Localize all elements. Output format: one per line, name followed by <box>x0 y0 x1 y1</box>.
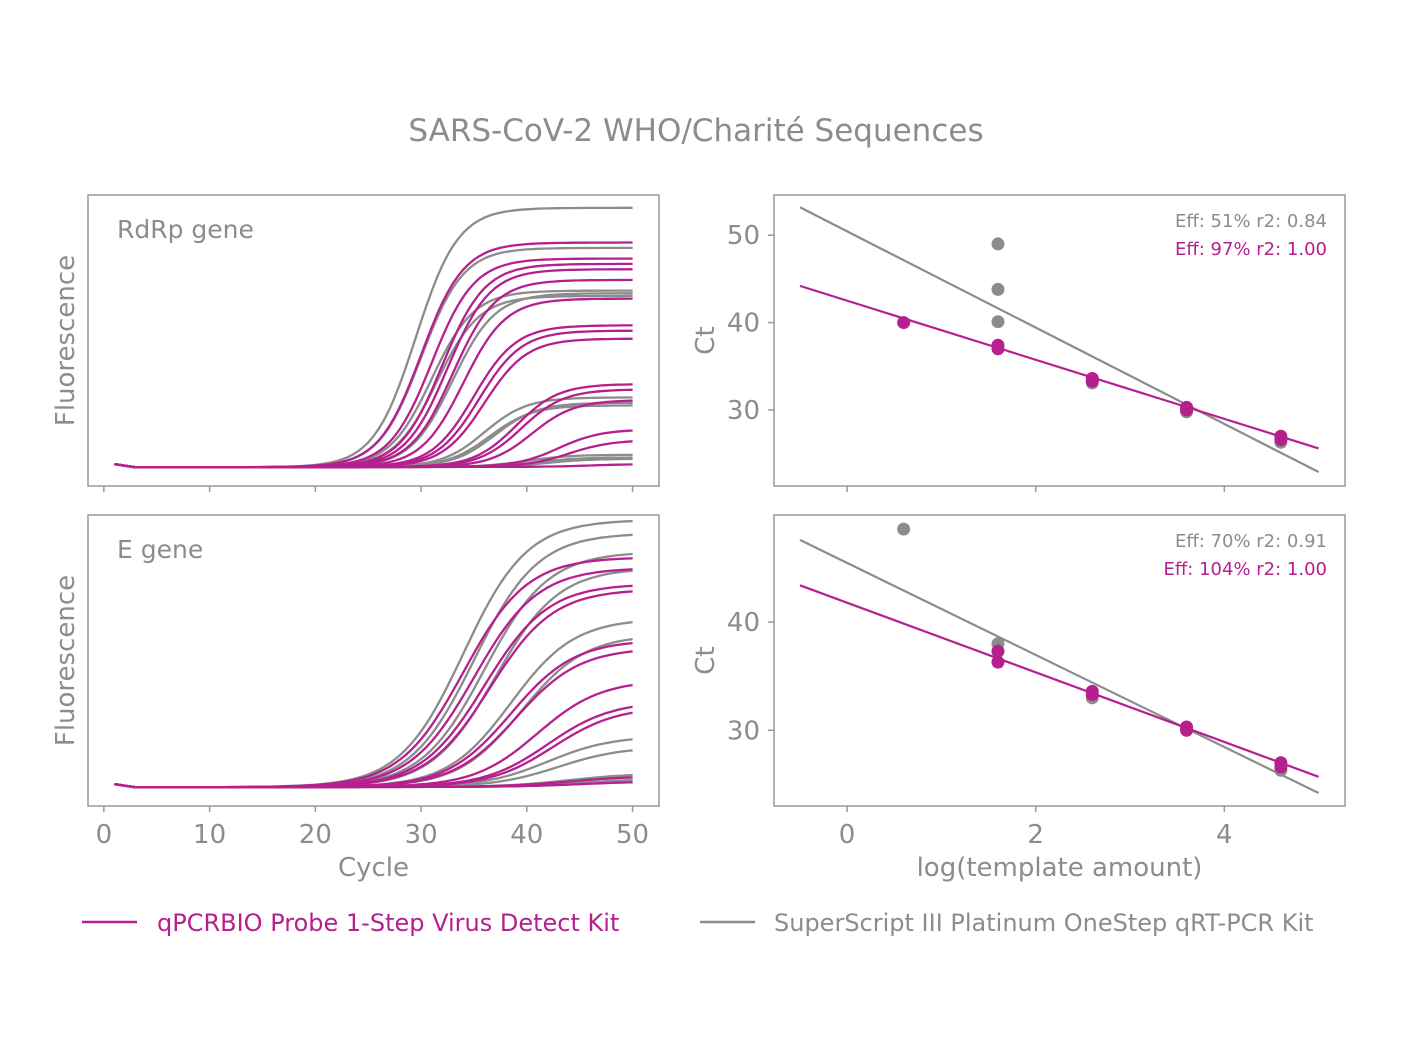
amplification-curve-qpcrbio <box>114 278 633 469</box>
data-point-qpcrbio <box>1180 723 1194 737</box>
amplification-curve-qpcrbio <box>114 297 633 469</box>
legend: qPCRBIO Probe 1-Step Virus Detect Kit Su… <box>82 909 1314 937</box>
panel-frame <box>773 194 1346 487</box>
panel-frame <box>87 194 660 487</box>
plot-area <box>799 522 1320 795</box>
panel-frame <box>773 514 1346 807</box>
e-gene-amplification-panel: 0 10 20 30 40 50 Cycle Fluorescence E gene <box>51 514 660 883</box>
data-point-qpcrbio <box>897 316 911 330</box>
amplification-curve-superscript <box>114 620 633 789</box>
data-point-superscript <box>991 282 1005 296</box>
rdrp-standard-curve-panel: 30 40 50 Ct Eff: 51% r2: 0.84 Eff: 97% r2: 1.… <box>691 194 1346 492</box>
data-point-qpcrbio <box>1180 403 1194 417</box>
efficiency-annotation-superscript: Eff: 70% r2: 0.91 <box>1175 531 1327 552</box>
data-point-qpcrbio <box>1274 433 1288 447</box>
y-tick-label: 50 <box>727 221 760 251</box>
plot-area <box>799 206 1320 473</box>
y-axis-label: Fluorescence <box>51 575 81 746</box>
y-axis-label: Fluorescence <box>51 255 81 426</box>
panel-label: RdRp gene <box>117 215 254 244</box>
amplification-curve-qpcrbio <box>114 462 633 469</box>
amplification-curve-qpcrbio <box>114 781 633 789</box>
amplification-curve-qpcrbio <box>114 641 633 789</box>
panel-label: E gene <box>117 535 203 564</box>
data-point-qpcrbio <box>1085 688 1099 702</box>
fit-line-qpcrbio <box>799 284 1319 450</box>
amplification-curve-superscript <box>114 206 633 469</box>
amplification-curve-superscript <box>114 637 633 789</box>
amplification-curve-qpcrbio <box>114 568 633 789</box>
panel-frame <box>87 514 660 807</box>
data-point-qpcrbio <box>991 655 1005 669</box>
x-tick-label: 4 <box>1216 820 1233 850</box>
x-tick-label: 0 <box>96 820 113 850</box>
y-axis-label: Ct <box>691 326 721 354</box>
amplification-curve-qpcrbio <box>114 584 633 789</box>
fit-line-superscript <box>799 206 1320 473</box>
x-axis-label: Cycle <box>338 853 409 883</box>
amplification-curve-superscript <box>114 533 633 789</box>
figure-title: SARS-CoV-2 WHO/Charité Sequences <box>408 113 983 149</box>
y-axis-label: Ct <box>691 646 721 674</box>
y-tick-label: 40 <box>727 309 760 339</box>
x-tick-label: 2 <box>1027 820 1044 850</box>
data-point-superscript <box>991 315 1005 329</box>
legend-label-qpcrbio: qPCRBIO Probe 1-Step Virus Detect Kit <box>157 909 619 937</box>
fit-line-superscript <box>799 538 1320 795</box>
amplification-curve-superscript <box>114 289 633 469</box>
fit-line-qpcrbio <box>799 584 1319 778</box>
x-tick-label: 40 <box>510 820 543 850</box>
efficiency-annotation-qpcrbio: Eff: 104% r2: 1.00 <box>1164 559 1327 580</box>
efficiency-annotation-qpcrbio: Eff: 97% r2: 1.00 <box>1175 239 1327 260</box>
x-tick-label: 10 <box>193 820 226 850</box>
x-tick-label: 50 <box>616 820 649 850</box>
data-point-qpcrbio <box>1274 760 1288 774</box>
plot-area <box>114 206 633 469</box>
amplification-curve-superscript <box>114 294 633 469</box>
y-tick-label: 30 <box>727 396 760 426</box>
amplification-curve-superscript <box>114 292 633 469</box>
x-axis-label: log(template amount) <box>917 853 1203 883</box>
efficiency-annotation-superscript: Eff: 51% r2: 0.84 <box>1175 211 1327 232</box>
y-tick-label: 40 <box>727 608 760 638</box>
plot-area <box>114 519 633 789</box>
e-gene-standard-curve-panel: 0 2 4 30 40 log(template amount) Ct Eff: 70% r2… <box>691 514 1346 883</box>
data-point-qpcrbio <box>991 644 1005 658</box>
data-point-qpcrbio <box>991 342 1005 356</box>
rdrp-amplification-panel: Fluorescence RdRp gene <box>51 194 660 492</box>
data-point-superscript <box>991 237 1005 251</box>
data-point-qpcrbio <box>1085 374 1099 388</box>
x-tick-label: 30 <box>405 820 438 850</box>
y-tick-label: 30 <box>727 716 760 746</box>
data-point-superscript <box>897 522 911 536</box>
x-tick-label: 0 <box>839 820 856 850</box>
amplification-curve-qpcrbio <box>114 241 633 469</box>
x-tick-label: 20 <box>299 820 332 850</box>
legend-label-superscript: SuperScript III Platinum OneStep qRT-PCR… <box>774 909 1314 937</box>
